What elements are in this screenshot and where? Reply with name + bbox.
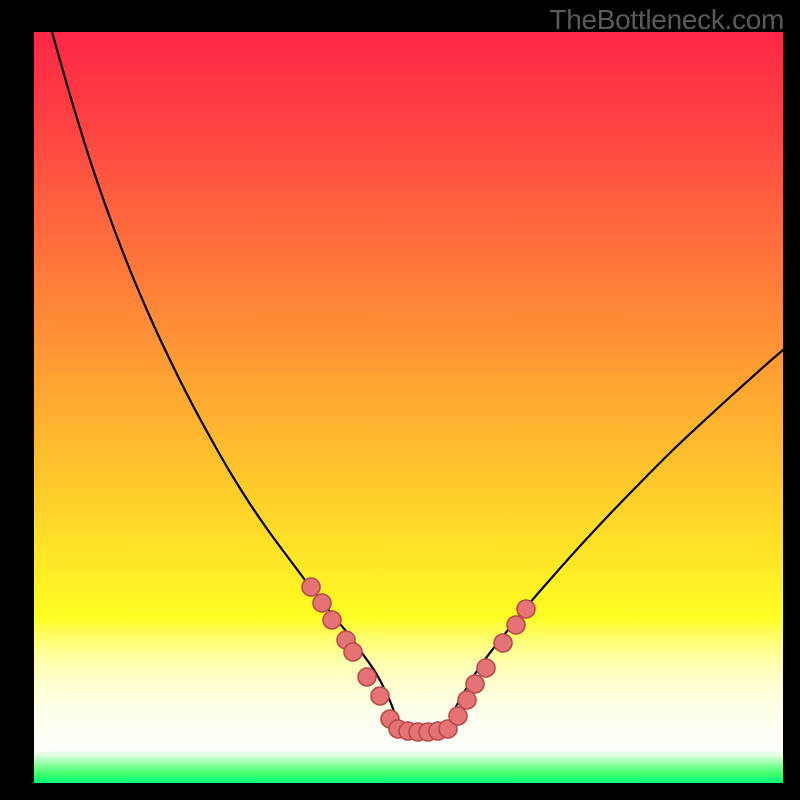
bead-marker xyxy=(494,634,512,652)
bead-marker xyxy=(507,616,525,634)
bead-marker xyxy=(323,611,341,629)
bead-marker xyxy=(449,707,467,725)
bead-marker xyxy=(517,600,535,618)
watermark-text: TheBottleneck.com xyxy=(549,4,784,36)
bead-marker xyxy=(458,691,476,709)
bead-marker xyxy=(466,675,484,693)
bead-marker xyxy=(344,643,362,661)
bead-marker xyxy=(313,594,331,612)
bead-marker xyxy=(477,659,495,677)
chart-plot xyxy=(34,32,783,783)
chart-background xyxy=(34,32,783,783)
bead-marker xyxy=(302,578,320,596)
bead-marker xyxy=(371,687,389,705)
bead-marker xyxy=(358,668,376,686)
